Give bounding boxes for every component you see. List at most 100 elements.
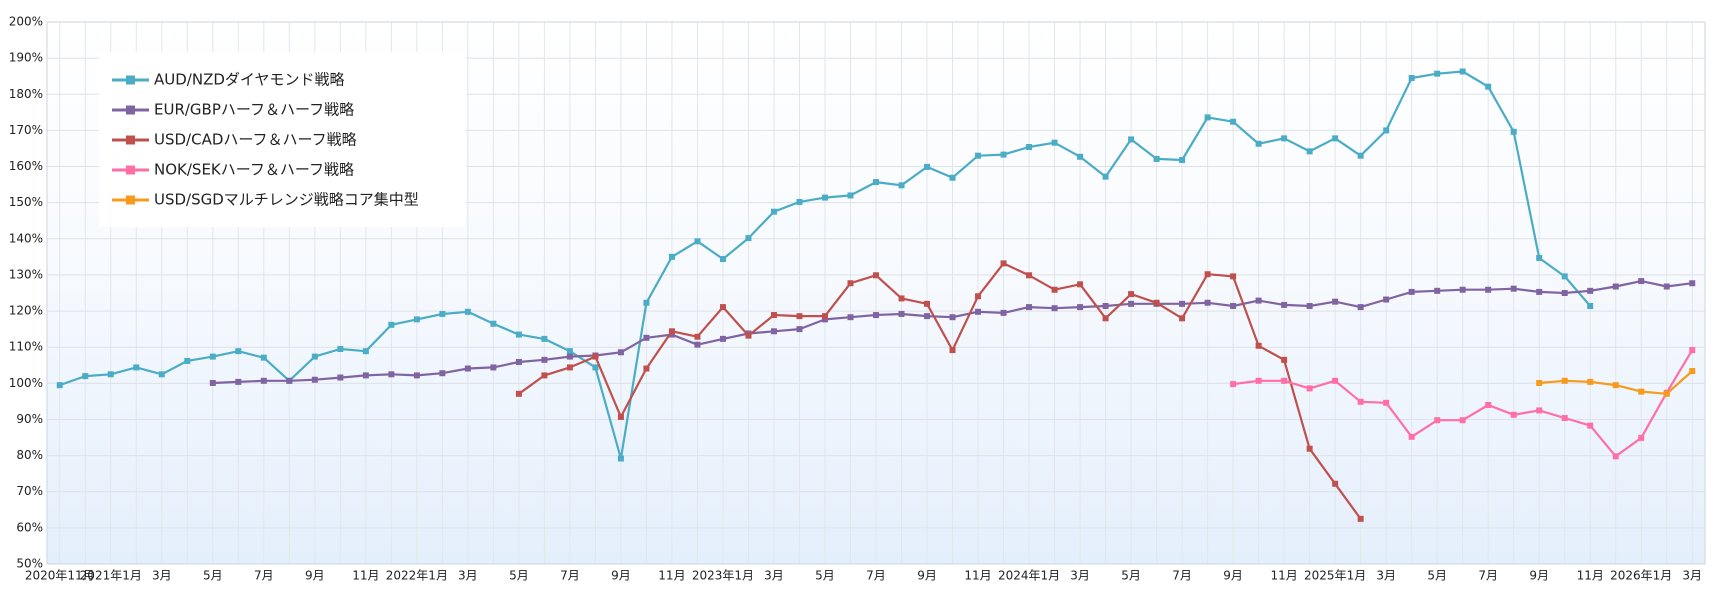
y-tick-label: 170% — [9, 123, 43, 137]
x-tick-label: 7月 — [1478, 569, 1498, 583]
point-marker — [1230, 118, 1237, 125]
plot-border — [46, 21, 1706, 565]
x-tick-label: 3月 — [152, 569, 172, 583]
y-tick-label: 100% — [9, 376, 43, 390]
point-marker — [1128, 300, 1135, 307]
point-marker — [1459, 286, 1466, 293]
x-tick-label: 2020年11月 — [25, 569, 95, 583]
point-marker — [1485, 286, 1492, 293]
x-tick-label: 3月 — [1682, 569, 1702, 583]
x-tick-label: 9月 — [305, 569, 325, 583]
x-tick-label: 11月 — [964, 569, 991, 583]
point-marker — [1485, 83, 1492, 90]
point-marker — [1561, 415, 1568, 422]
point-marker — [464, 308, 471, 315]
x-tick-label: 2022年1月 — [386, 569, 448, 583]
point-marker — [1459, 68, 1466, 75]
point-marker — [1383, 399, 1390, 406]
x-tick-label: 11月 — [352, 569, 379, 583]
point-marker — [1051, 286, 1058, 293]
point-marker — [1536, 407, 1543, 414]
x-tick-label: 7月 — [560, 569, 580, 583]
point-marker — [1638, 434, 1645, 441]
x-tick-label: 5月 — [203, 569, 223, 583]
y-tick-label: 140% — [9, 231, 43, 245]
x-tick-label: 7月 — [1172, 569, 1192, 583]
legend-marker — [126, 105, 135, 115]
y-tick-label: 50% — [16, 557, 43, 571]
point-marker — [592, 353, 599, 360]
point-marker — [541, 372, 548, 379]
legend-marker — [126, 165, 135, 175]
point-marker — [1306, 148, 1313, 155]
x-tick-label: 2021年1月 — [80, 569, 142, 583]
point-marker — [1051, 305, 1058, 312]
x-tick-label: 5月 — [509, 569, 529, 583]
point-marker — [1536, 379, 1543, 386]
point-marker — [949, 174, 956, 181]
y-tick-label: 190% — [9, 51, 43, 65]
x-tick-label: 3月 — [1376, 569, 1396, 583]
point-marker — [1179, 157, 1186, 164]
point-marker — [1026, 144, 1033, 151]
y-tick-label: 110% — [9, 340, 43, 354]
point-marker — [260, 377, 267, 384]
point-marker — [209, 353, 216, 360]
point-marker — [1561, 273, 1568, 280]
point-marker — [286, 377, 293, 384]
x-tick-label: 5月 — [815, 569, 835, 583]
x-tick-label: 3月 — [458, 569, 478, 583]
point-marker — [1689, 280, 1696, 287]
point-marker — [770, 328, 777, 335]
point-marker — [362, 348, 369, 355]
point-marker — [1128, 291, 1135, 298]
point-marker — [566, 353, 573, 360]
legend-label: USD/SGDマルチレンジ戦略コア集中型 — [154, 191, 419, 209]
point-marker — [1153, 299, 1160, 306]
legend-label: EUR/GBPハーフ＆ハーフ戦略 — [154, 101, 354, 119]
point-marker — [515, 390, 522, 397]
point-marker — [975, 293, 982, 300]
point-marker — [133, 364, 140, 371]
point-marker — [1383, 296, 1390, 303]
point-marker — [541, 356, 548, 363]
x-tick-label: 11月 — [1577, 569, 1604, 583]
point-marker — [719, 335, 726, 342]
point-marker — [388, 321, 395, 328]
point-marker — [566, 364, 573, 371]
x-tick-label: 7月 — [866, 569, 886, 583]
point-marker — [107, 371, 114, 378]
point-marker — [1153, 155, 1160, 162]
point-marker — [1536, 288, 1543, 295]
point-marker — [1255, 140, 1262, 147]
point-marker — [1587, 422, 1594, 429]
x-tick-label: 2026年1月 — [1610, 569, 1672, 583]
point-marker — [439, 310, 446, 317]
point-marker — [1383, 127, 1390, 134]
point-marker — [668, 328, 675, 335]
point-marker — [924, 163, 931, 170]
point-marker — [1408, 288, 1415, 295]
point-marker — [643, 299, 650, 306]
point-marker — [873, 272, 879, 279]
point-marker — [1485, 402, 1492, 409]
x-tick-label: 3月 — [764, 569, 784, 583]
point-marker — [1000, 151, 1007, 158]
point-marker — [821, 316, 828, 323]
point-marker — [1332, 480, 1339, 487]
point-marker — [1000, 260, 1007, 267]
point-marker — [1000, 309, 1007, 316]
point-marker — [209, 379, 216, 386]
point-marker — [745, 332, 752, 339]
point-marker — [1638, 278, 1645, 285]
x-tick-label: 2023年1月 — [692, 569, 754, 583]
point-marker — [643, 365, 650, 372]
point-marker — [1179, 300, 1186, 307]
legend-marker — [126, 195, 135, 205]
y-tick-label: 60% — [16, 520, 43, 534]
x-tick-label: 9月 — [611, 569, 631, 583]
point-marker — [260, 354, 267, 361]
point-marker — [1689, 347, 1696, 354]
